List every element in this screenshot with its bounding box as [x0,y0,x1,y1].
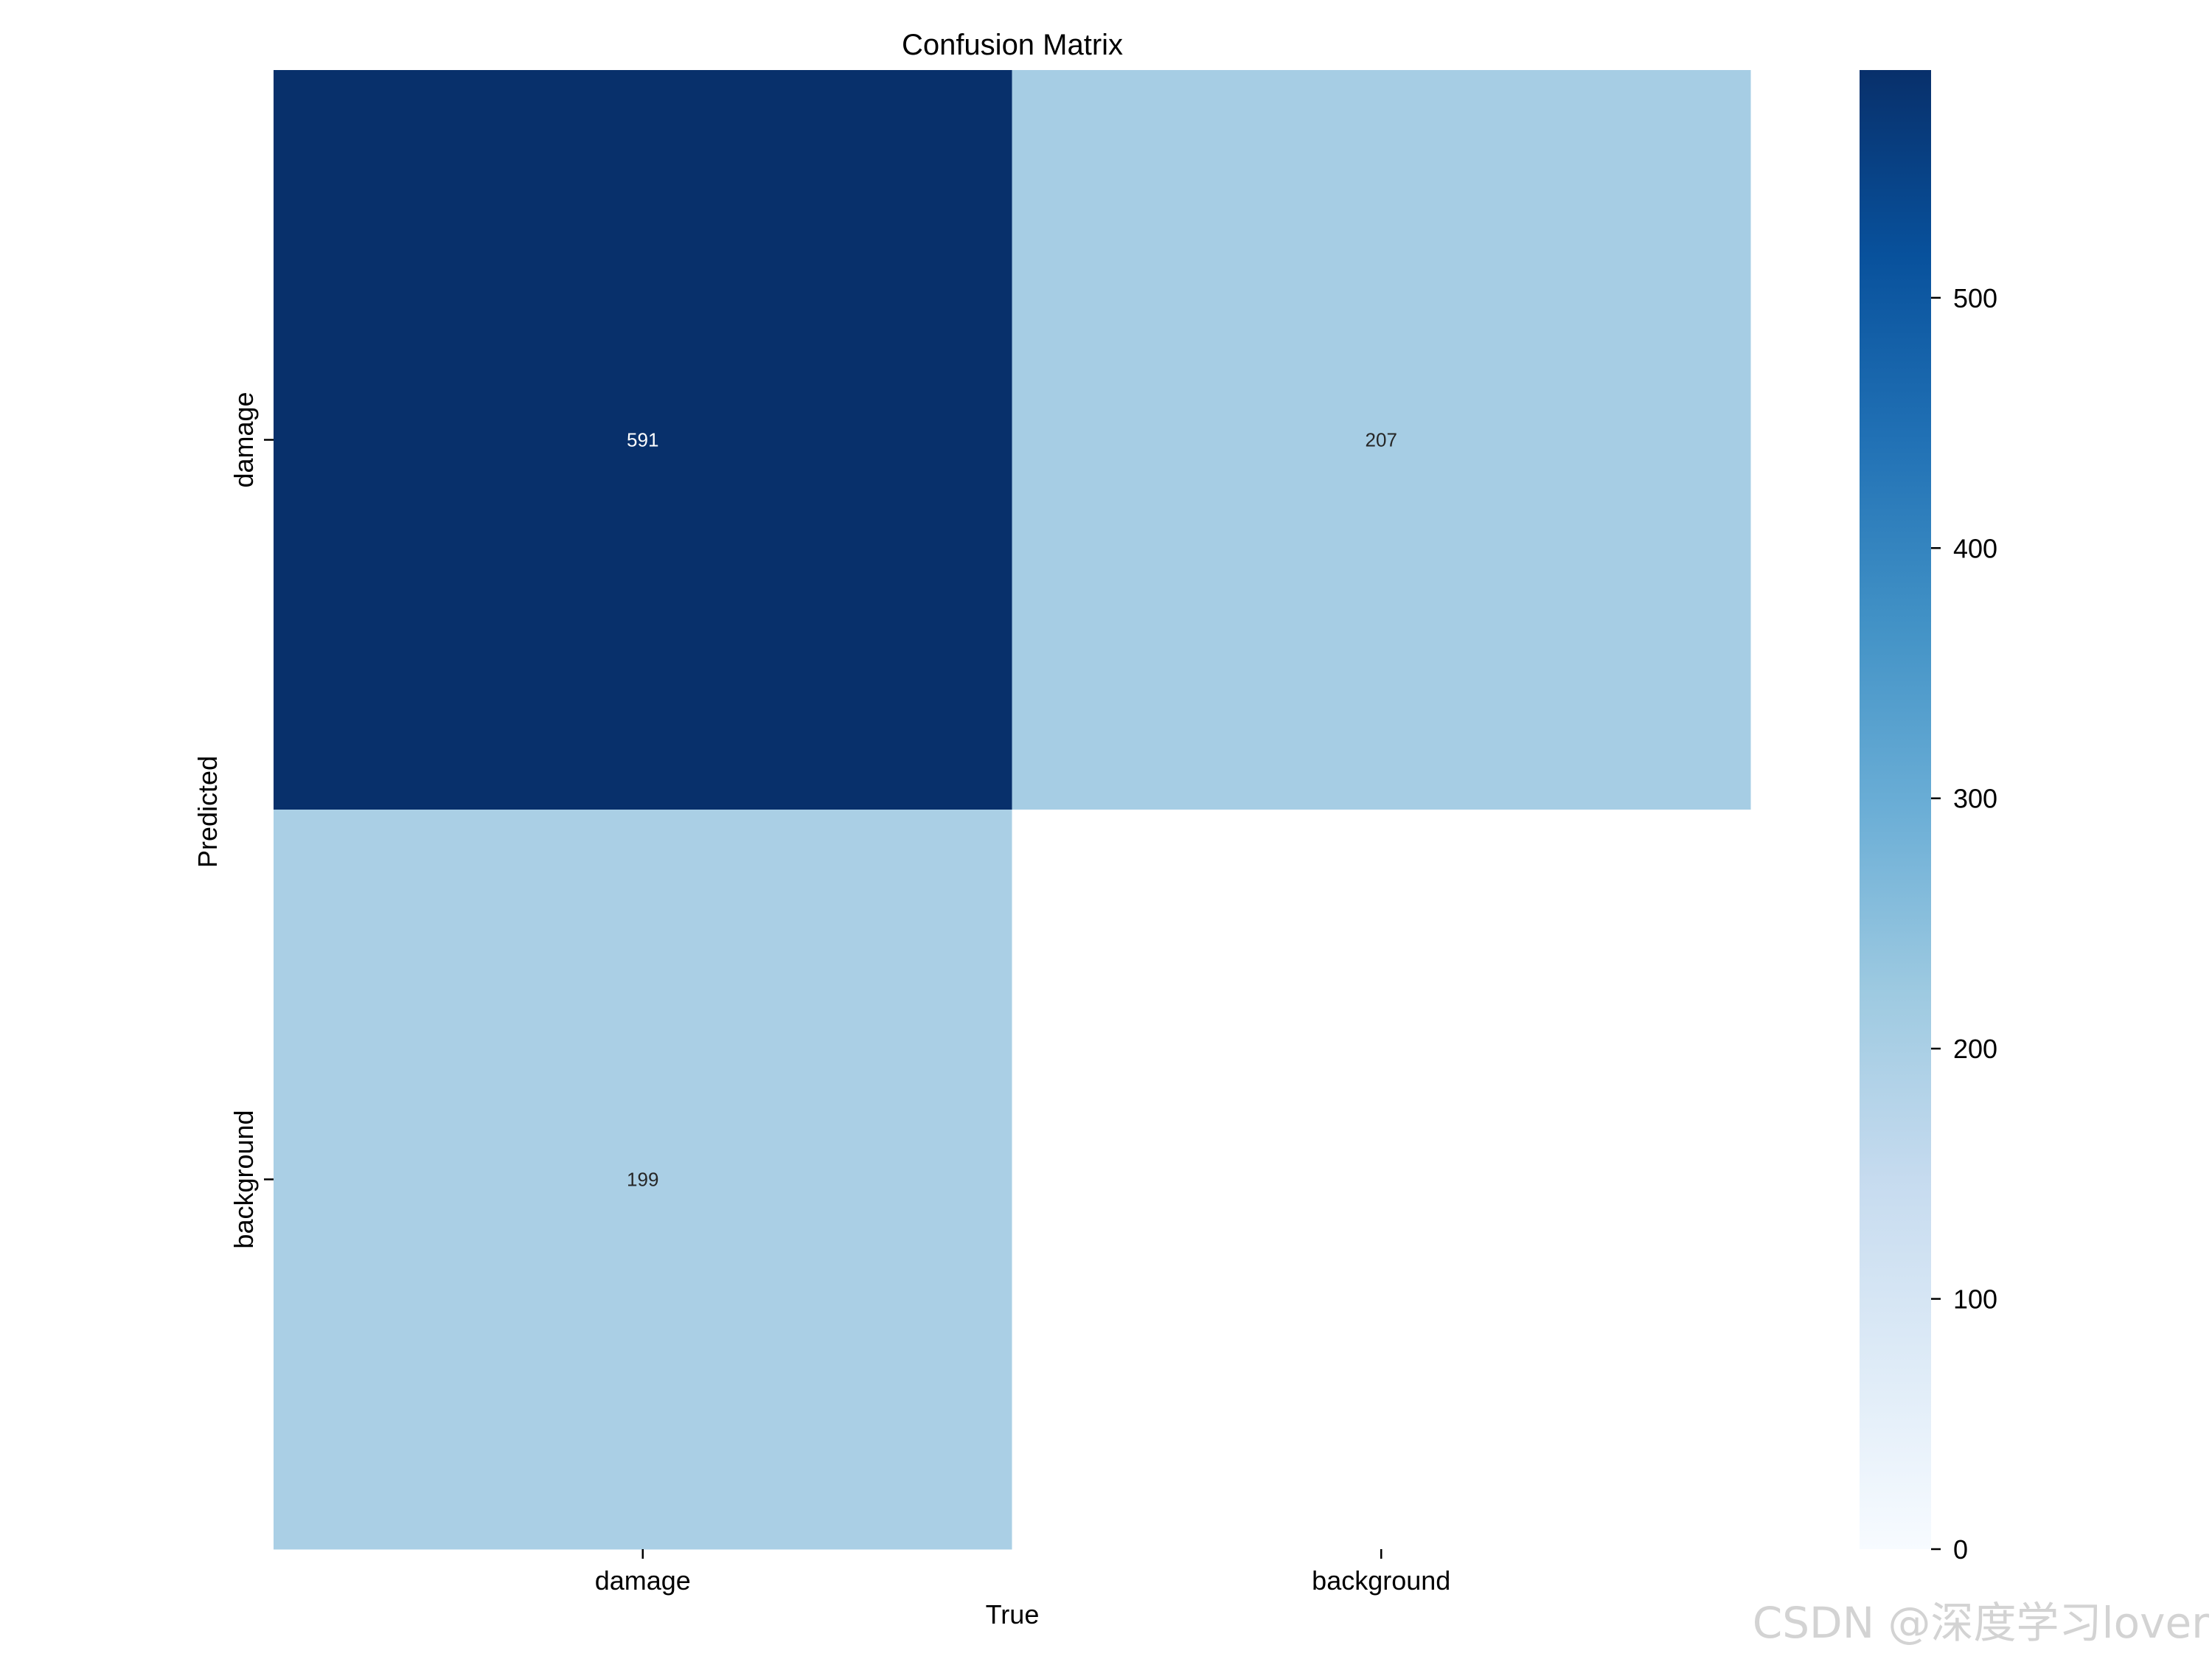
heatmap-cell-labels: 591 207 199 [627,429,1397,1191]
colorbar-ticks: 0 100 200 300 400 500 [1931,283,1997,1565]
cell-value-label: 591 [627,429,658,451]
colorbar: 0 100 200 300 400 500 [1860,70,1997,1565]
heatmap-cell-background-damage [274,810,1012,1550]
colorbar-tick-label: 400 [1953,533,1997,563]
watermark-text: CSDN @深度学习lover [1752,1598,2209,1648]
colorbar-tick-label: 100 [1953,1284,1997,1315]
heatmap-cell-damage-background [1012,70,1751,810]
y-axis-label: Predicted [192,756,223,868]
x-axis: damage background [595,1549,1450,1596]
x-tick-label: damage [595,1565,691,1596]
chart-title: Confusion Matrix [902,29,1123,61]
heatmap-cell-damage-damage [274,70,1012,810]
x-tick-label: background [1312,1565,1450,1596]
cell-value-label: 207 [1366,429,1397,451]
colorbar-tick-label: 500 [1953,283,1997,313]
heatmap-cells [274,70,1751,1550]
y-tick-label: background [229,1110,259,1248]
colorbar-tick-label: 0 [1953,1534,1968,1565]
colorbar-tick-label: 300 [1953,784,1997,814]
colorbar-tick-label: 200 [1953,1034,1997,1064]
cell-value-label: 199 [627,1169,658,1191]
y-tick-label: damage [229,392,259,487]
x-axis-label: True [986,1599,1040,1630]
heatmap-cell-background-background [1012,810,1751,1550]
y-axis: damage background [229,392,274,1249]
colorbar-gradient [1860,70,1931,1549]
